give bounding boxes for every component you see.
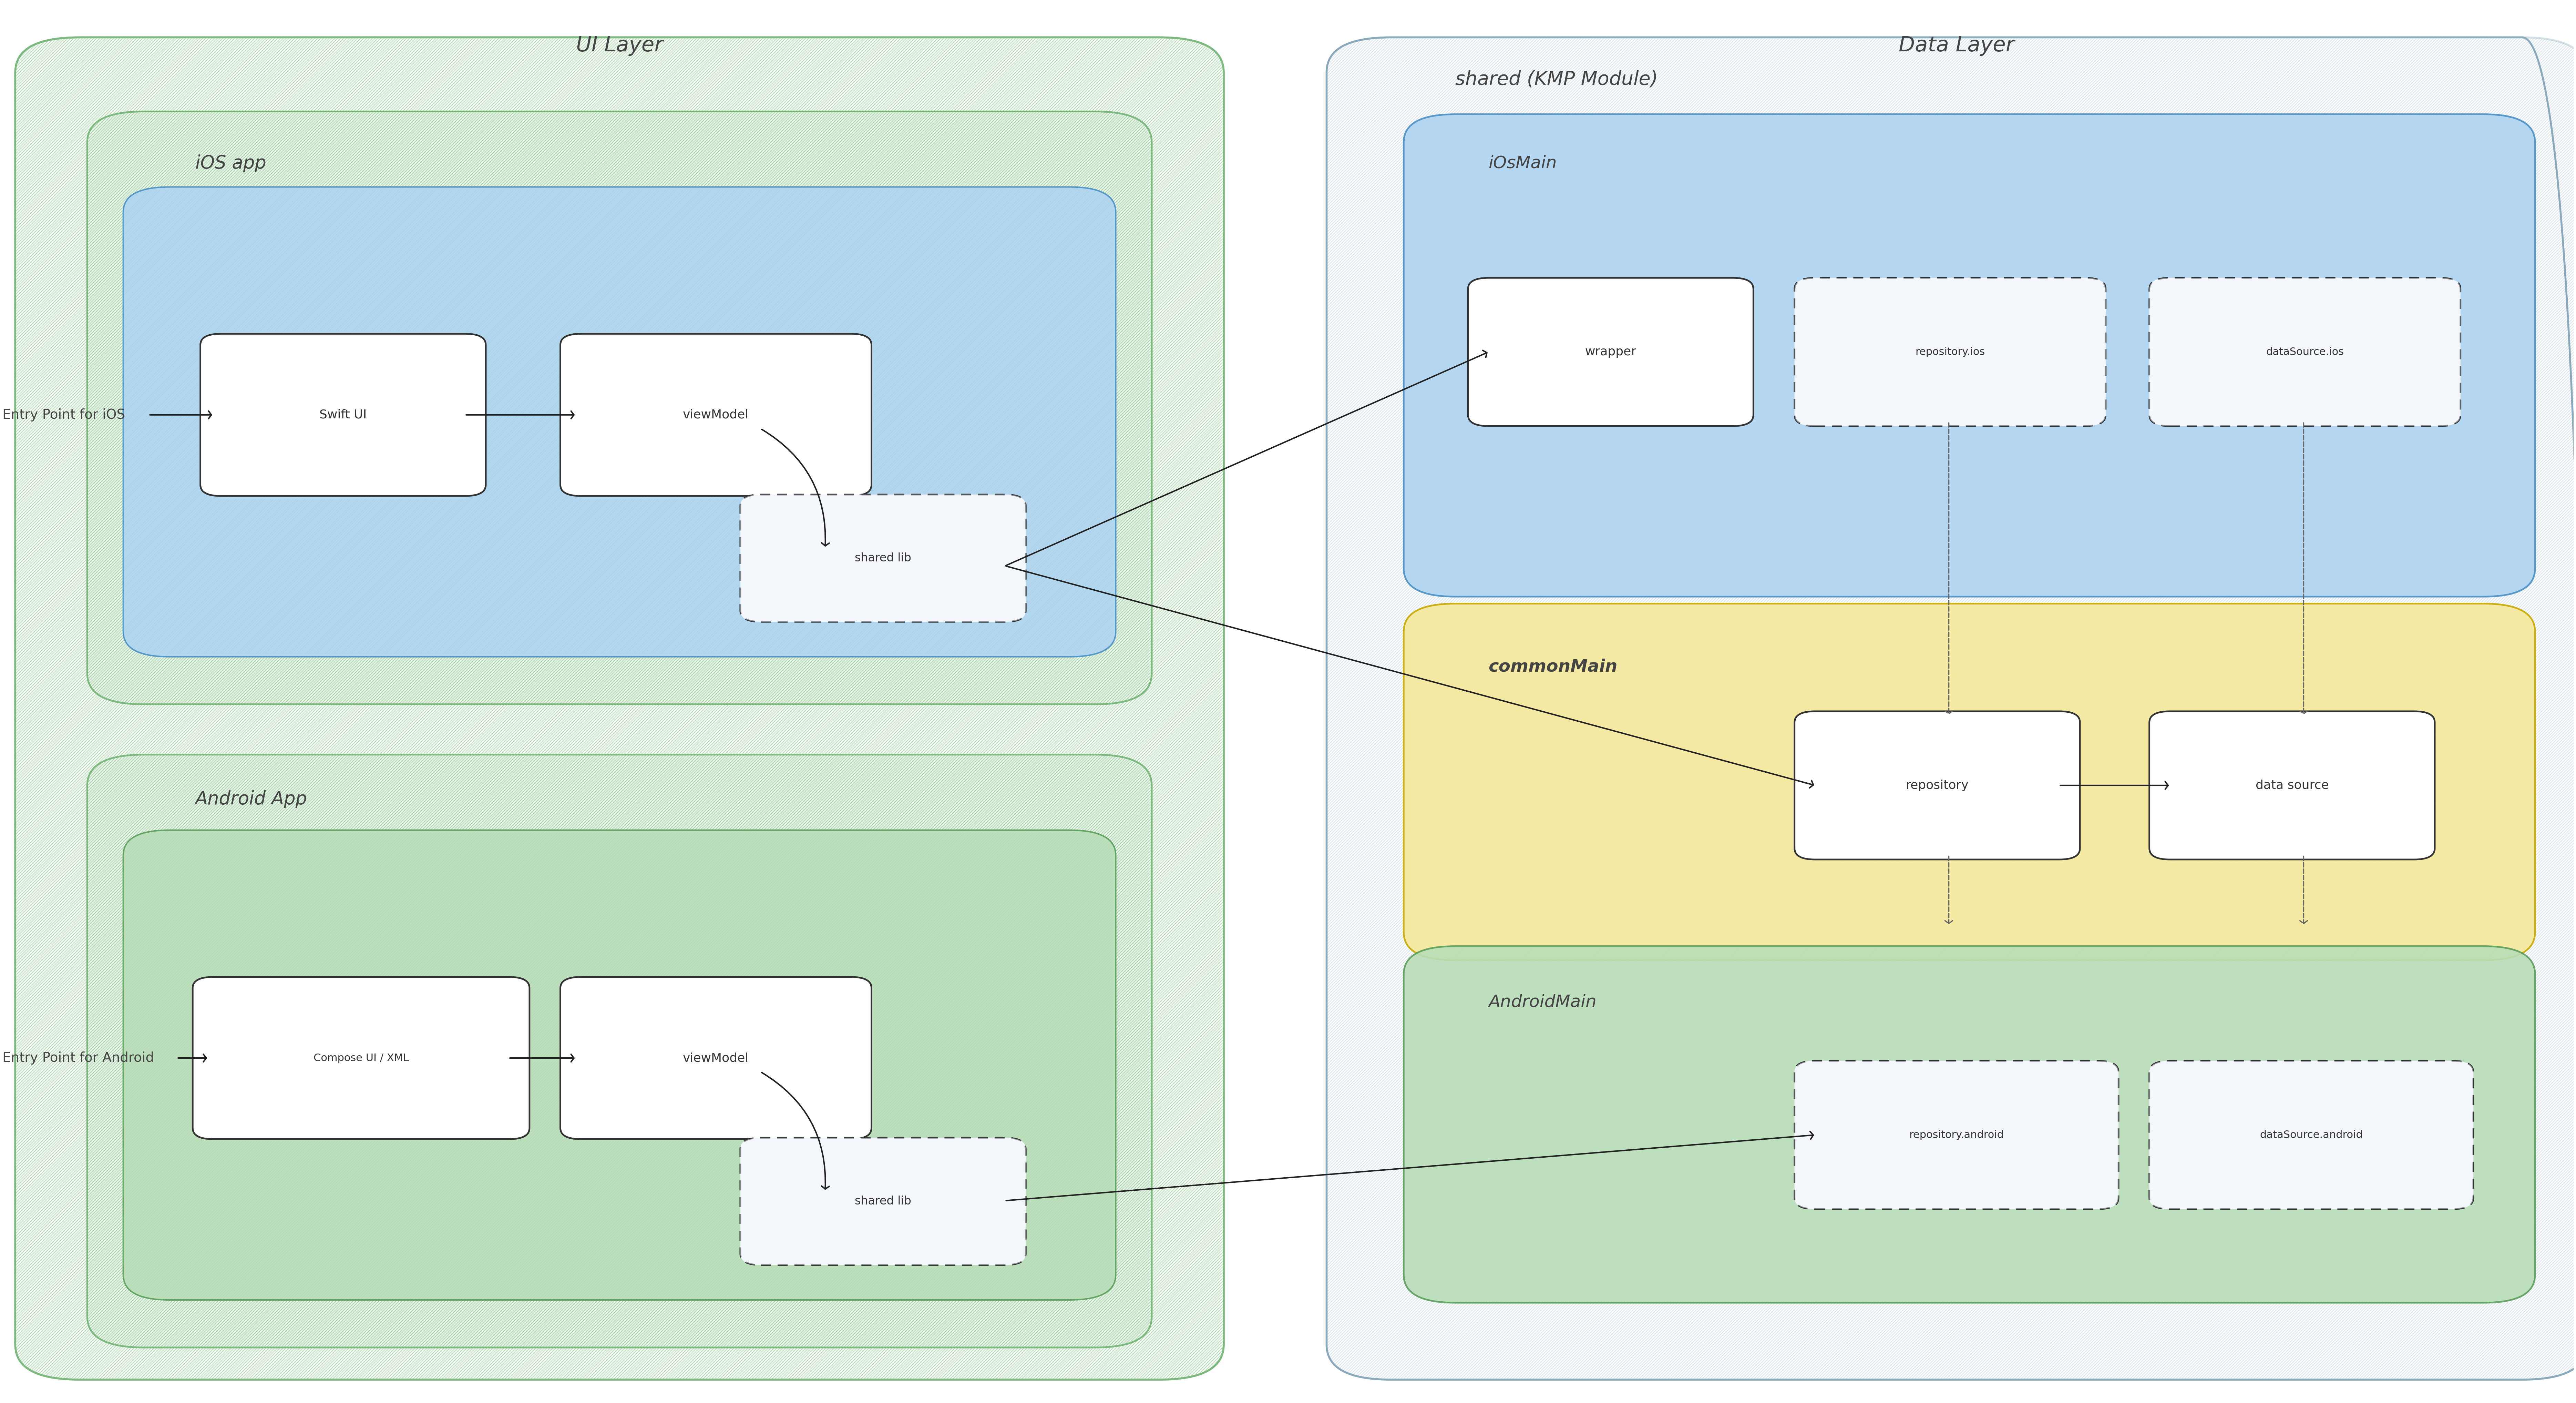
Text: repository.android: repository.android [1909,1129,2004,1141]
Text: shared lib: shared lib [855,1195,912,1207]
Text: commonMain: commonMain [1489,658,1618,675]
Text: shared (KMP Module): shared (KMP Module) [1455,70,1659,88]
FancyBboxPatch shape [562,976,871,1139]
FancyBboxPatch shape [1795,278,2105,427]
FancyBboxPatch shape [1795,278,2105,427]
Text: repository: repository [1906,780,1968,791]
Text: dataSource.ios: dataSource.ios [2267,347,2344,356]
FancyBboxPatch shape [1795,1061,2117,1209]
FancyBboxPatch shape [1404,946,2535,1303]
Text: shared lib: shared lib [855,553,912,564]
FancyBboxPatch shape [88,755,1151,1347]
FancyBboxPatch shape [739,1138,1025,1266]
FancyBboxPatch shape [124,187,1115,657]
FancyBboxPatch shape [739,495,1025,622]
Text: viewModel: viewModel [683,410,750,421]
FancyBboxPatch shape [1795,711,2079,860]
FancyBboxPatch shape [201,334,487,497]
FancyBboxPatch shape [1404,114,2535,596]
FancyBboxPatch shape [2148,711,2434,860]
FancyBboxPatch shape [739,495,1025,622]
Text: Swift UI: Swift UI [319,410,366,421]
Text: Compose UI / XML: Compose UI / XML [314,1054,410,1063]
FancyBboxPatch shape [193,976,531,1139]
Text: iOsMain: iOsMain [1489,154,1556,171]
Text: AndroidMain: AndroidMain [1489,993,1597,1010]
Text: viewModel: viewModel [683,1052,750,1063]
FancyBboxPatch shape [1327,38,2576,1379]
FancyBboxPatch shape [124,831,1115,1301]
FancyBboxPatch shape [739,1138,1025,1266]
FancyBboxPatch shape [88,111,1151,704]
Text: Android App: Android App [196,790,307,808]
FancyBboxPatch shape [2148,1061,2473,1209]
Text: Entry Point for Android: Entry Point for Android [3,1051,155,1065]
FancyBboxPatch shape [2148,278,2460,427]
Text: data source: data source [2257,780,2329,791]
FancyBboxPatch shape [2148,278,2460,427]
Text: Entry Point for iOS: Entry Point for iOS [3,408,126,421]
Text: iOS app: iOS app [196,154,265,173]
Text: repository.ios: repository.ios [1914,347,1986,356]
Text: wrapper: wrapper [1584,347,1636,358]
FancyBboxPatch shape [2148,1061,2473,1209]
FancyBboxPatch shape [1795,1061,2117,1209]
Text: UI Layer: UI Layer [577,35,662,56]
FancyBboxPatch shape [1468,278,1754,427]
FancyBboxPatch shape [1404,603,2535,960]
FancyBboxPatch shape [15,38,1224,1379]
Text: dataSource.android: dataSource.android [2259,1129,2362,1141]
FancyBboxPatch shape [562,334,871,497]
Text: Data Layer: Data Layer [1899,35,2014,56]
